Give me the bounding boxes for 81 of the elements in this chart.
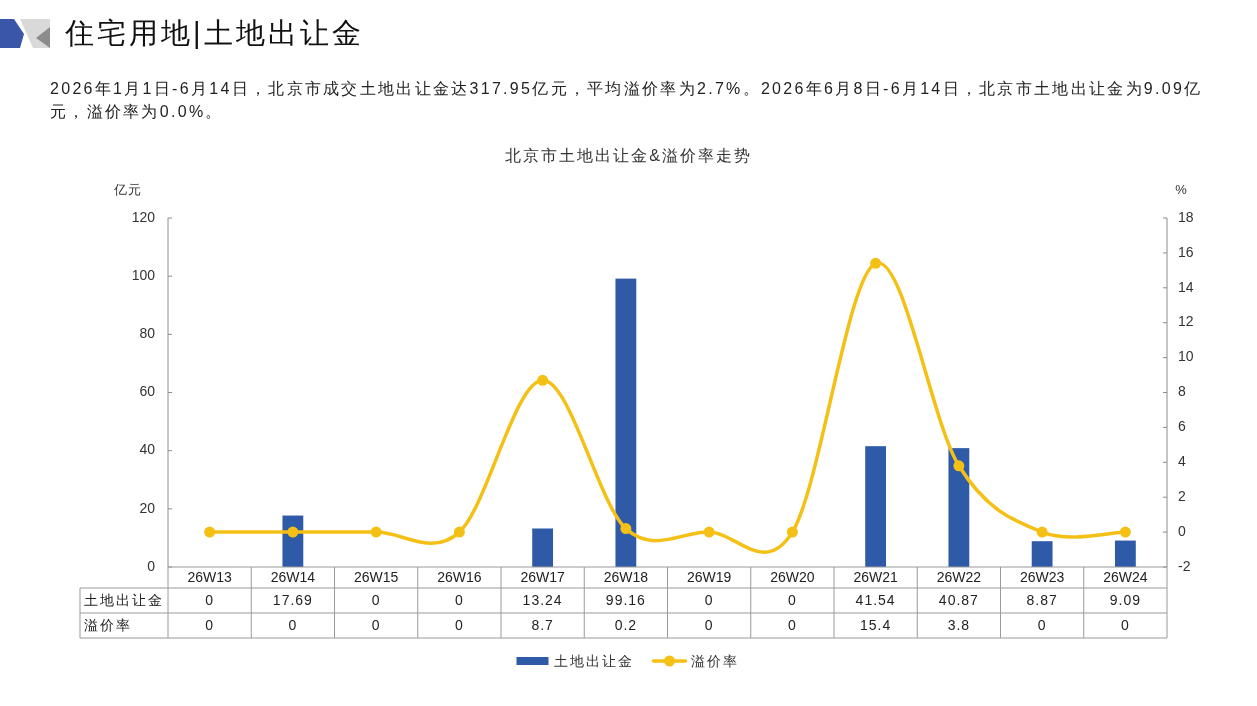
y2-tick-label: -2 [1178,557,1191,574]
y-tick-label: 20 [139,499,156,516]
data-label: 0 [454,617,464,634]
data-label: 15.4 [860,617,892,634]
y2-tick-label: 2 [1178,487,1186,504]
point [953,460,965,472]
y2-tick-label: 8 [1178,383,1186,400]
y-tick-label: 120 [131,208,156,225]
x-tick-label: 26W18 [603,569,649,586]
data-label: 0.2 [614,617,638,634]
bar [948,448,970,567]
data-label: 40.87 [938,592,979,609]
x-tick-label: 26W23 [1019,569,1065,586]
y2-tick-label: 14 [1178,278,1194,295]
text: 2026年1月1日-6月14日，北京市成交土地出让金达317.95亿元，平均溢价率为2.7%。2026年6月8日-6月14日，北京市土地出让金为9.09亿元，溢价率为0.0%。 [50,80,1203,121]
x-tick-label: 26W20 [770,569,815,586]
data-label: 0 [205,617,215,634]
x-tick-label: 26W21 [853,569,899,586]
text: 土地出让金 [84,592,164,609]
y2-tick-label: 6 [1178,418,1186,435]
point [204,526,216,538]
chart-title: 北京市土地出让金&溢价率走势 [505,147,752,165]
bar [1031,541,1053,567]
x-tick-label: 26W13 [187,569,233,586]
data-label: 99.16 [605,592,646,609]
point [370,526,382,538]
data-label: 0 [371,617,381,634]
point [786,526,798,538]
x-tick-label: 26W14 [270,569,316,586]
data-label: 17.69 [272,592,313,609]
data-label: 8.87 [1026,592,1058,609]
point [1119,526,1131,538]
data-label: 13.24 [522,592,563,609]
data-label: 0 [1120,617,1130,634]
point [870,257,882,269]
point [1036,526,1048,538]
y2-tick-label: 0 [1178,522,1186,539]
point [453,526,465,538]
point [620,523,632,535]
x-tick-label: 26W22 [936,569,982,586]
x-tick-label: 26W24 [1103,569,1148,586]
bar [865,446,887,567]
point [703,526,715,538]
y-tick-label: 100 [131,266,156,283]
x-tick-label: 26W17 [520,569,566,586]
data-label: 9.09 [1109,592,1141,609]
y-tick-label: 60 [139,383,156,400]
data-label: 0 [454,592,464,609]
x-tick-label: 26W19 [686,569,732,586]
data-label: 0 [288,617,298,634]
y2-axis-title: % [1175,182,1188,198]
y2-tick-label: 16 [1178,243,1194,260]
text: 住宅用地|土地出让金 [64,16,364,49]
data-label: 0 [704,617,714,634]
bar [532,528,554,567]
y-tick-label: 40 [139,441,156,458]
data-label: 0 [787,617,797,634]
point [537,374,549,386]
data-label: 41.54 [855,592,896,609]
x-tick-label: 26W15 [353,569,399,586]
data-label: 0 [704,592,714,609]
legend-label: 溢价率 [690,652,739,669]
data-label: 0 [205,592,215,609]
y2-tick-label: 12 [1178,313,1194,330]
y-axis-title: 亿元 [113,182,142,198]
data-label: 3.8 [947,617,971,634]
y2-tick-label: 10 [1178,348,1194,365]
y2-tick-label: 18 [1178,208,1194,225]
data-label: 0 [371,592,381,609]
text: 溢价率 [84,617,132,634]
data-label: 0 [1037,617,1047,634]
y2-tick-label: 4 [1178,453,1186,469]
x-tick-label: 26W16 [437,569,482,586]
data-label: 8.7 [531,617,554,634]
legend-label: 土地出让金 [553,652,634,669]
bar [615,278,637,567]
bar [1114,540,1136,567]
data-label: 0 [787,592,797,609]
y-tick-label: 0 [147,557,156,574]
y-tick-label: 80 [139,325,156,342]
point [287,526,299,538]
